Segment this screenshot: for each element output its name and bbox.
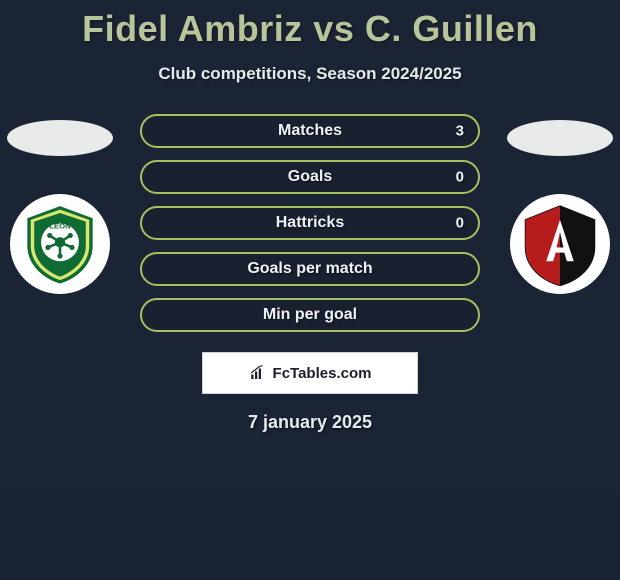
team-right-badge <box>510 194 610 294</box>
stats-list: Matches 3 Goals 0 Hattricks 0 Goals per … <box>140 114 480 332</box>
leon-crest-icon: LEÓN <box>17 201 103 287</box>
stat-row-hattricks: Hattricks 0 <box>140 206 480 240</box>
bar-chart-icon <box>249 364 267 382</box>
stat-label: Hattricks <box>276 214 344 232</box>
stat-row-matches: Matches 3 <box>140 114 480 148</box>
main-content: LEÓN Matches 3 Goals 0 Hattricks <box>0 114 620 332</box>
player-left-photo-placeholder <box>7 120 113 156</box>
page-title: Fidel Ambriz vs C. Guillen <box>0 0 620 50</box>
stat-row-goals: Goals 0 <box>140 160 480 194</box>
attribution-box: FcTables.com <box>202 352 418 394</box>
attribution-text: FcTables.com <box>273 365 372 382</box>
stat-row-goals-per-match: Goals per match <box>140 252 480 286</box>
player-right-photo-placeholder <box>507 120 613 156</box>
stat-label: Min per goal <box>263 306 357 324</box>
player-left-column: LEÓN <box>0 114 120 294</box>
stat-right-value: 0 <box>456 215 464 232</box>
svg-text:LEÓN: LEÓN <box>49 222 71 231</box>
stat-right-value: 0 <box>456 169 464 186</box>
player-right-column <box>500 114 620 294</box>
stat-label: Goals <box>288 168 332 186</box>
page-subtitle: Club competitions, Season 2024/2025 <box>0 64 620 84</box>
stat-label: Goals per match <box>247 260 372 278</box>
stat-label: Matches <box>278 122 342 140</box>
stat-right-value: 3 <box>456 123 464 140</box>
team-left-badge: LEÓN <box>10 194 110 294</box>
atlas-crest-icon <box>517 201 603 287</box>
date-text: 7 january 2025 <box>0 412 620 433</box>
stat-row-min-per-goal: Min per goal <box>140 298 480 332</box>
